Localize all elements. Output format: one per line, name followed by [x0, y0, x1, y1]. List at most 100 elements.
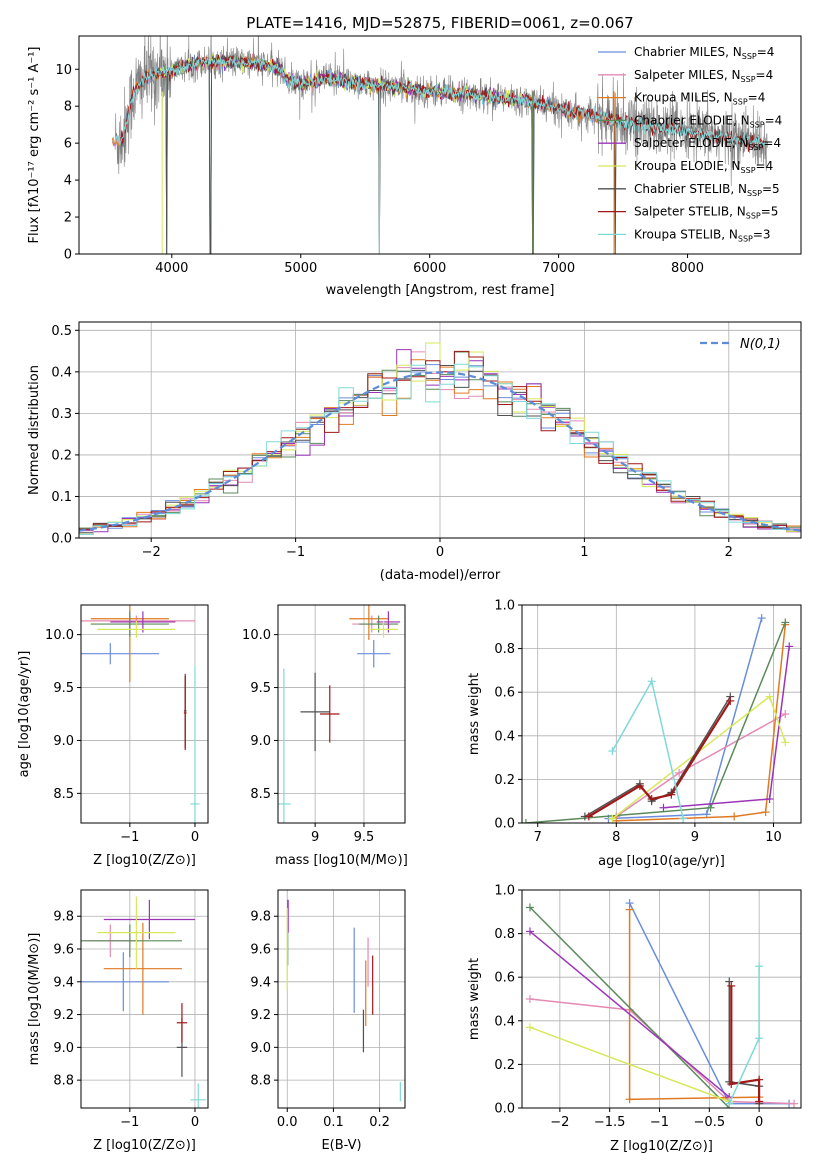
- y-tick-label: 1.0: [494, 599, 515, 614]
- axes-frame: [521, 604, 802, 824]
- x-tick-label: 9: [311, 830, 319, 845]
- legend-entry-tail: =4: [765, 113, 783, 127]
- x-tick-label: 0: [191, 830, 199, 845]
- y-tick-label: 0.2: [494, 773, 515, 788]
- y-tick-label: 9.2: [250, 1008, 271, 1023]
- y-tick-label: 8.5: [53, 787, 74, 802]
- histogram-kroupa_miles: [79, 359, 801, 535]
- x-tick-label: −0.5: [694, 1115, 726, 1130]
- weight_vs_z-panel: −2 −1.5 −1 −0.5 0 0.0 0.2 0.4 0.6 0.8 1.0 Z [log10(…: [467, 884, 802, 1154]
- legend-normal-label: N(0,1): [740, 337, 781, 352]
- axes-frame: [80, 604, 209, 824]
- weight_vs_age-plot-area: [522, 614, 794, 823]
- figure-title: PLATE=1416, MJD=52875, FIBERID=0061, z=0…: [246, 14, 633, 32]
- y-tick-label: 9.4: [53, 975, 74, 990]
- model-spectrum-chabrier_stelib: [120, 54, 766, 254]
- mass_vs_ebv-panel: 0.0 0.1 0.2 8.8 9.0 9.2 9.4 9.6 9.8 E(B-V): [250, 889, 406, 1153]
- y-tick-label: 1.0: [494, 884, 515, 899]
- mass_vs_z-y-label: mass [log10(M/M⊙)]: [27, 933, 42, 1066]
- weight-line-salpeter_elodie: [663, 646, 790, 809]
- x-tick-label: 0: [436, 545, 444, 560]
- residuals-panel: −2 −1 0 1 2 0.0 0.1 0.2 0.3 0.4 0.5 (data-model)/er…: [27, 321, 802, 583]
- mass_vs_ebv-plot-area: [286, 899, 401, 1102]
- legend-entry: Salpeter ELODIE, NSSP=4: [634, 136, 781, 152]
- x-tick-label: 0: [191, 1115, 199, 1130]
- x-tick-label: 0.2: [369, 1115, 390, 1130]
- y-tick-label: 10.0: [45, 628, 74, 643]
- y-tick-label: 0.1: [51, 490, 72, 505]
- y-tick-label: 9.4: [250, 975, 271, 990]
- weight_vs_age-panel: 7 8 9 10 0.0 0.2 0.4 0.6 0.8 1.0 age [log10(age/yr…: [467, 599, 802, 869]
- y-tick-label: 8.8: [53, 1074, 74, 1089]
- y-tick-label: 9.8: [250, 910, 271, 925]
- y-tick-label: 8.8: [250, 1074, 271, 1089]
- legend-entry-tail: =5: [762, 182, 780, 196]
- weight-line-salpeter_miles: [529, 998, 795, 1105]
- x-tick-label: 10: [765, 830, 782, 845]
- age_vs_z-panel: −1 0 8.5 9.0 9.5 10.0 Z [log10(Z/Z⊙)] age [log1…: [17, 604, 209, 868]
- y-tick-label: 0.0: [494, 817, 515, 832]
- y-tick-label: 6: [64, 137, 72, 152]
- y-tick-label: 0.8: [494, 927, 515, 942]
- age_vs_z-plot-area: [81, 605, 200, 823]
- residuals-x-label: (data-model)/error: [380, 568, 501, 583]
- x-tick-label: 8000: [671, 261, 704, 276]
- y-tick-label: 8: [64, 100, 72, 115]
- legend-entry-tail: =4: [756, 159, 774, 173]
- x-tick-label: −1.5: [594, 1115, 626, 1130]
- x-tick-label: 8: [612, 830, 620, 845]
- x-tick-label: 6000: [413, 261, 446, 276]
- weight-line-salpeter_elodie: [529, 930, 730, 1098]
- x-tick-label: 4000: [155, 261, 188, 276]
- legend-entry-tail: =4: [757, 45, 775, 59]
- x-tick-label: −1: [120, 830, 139, 845]
- weight_vs_z-y-label: mass weight: [467, 958, 482, 1040]
- legend-entry-tail: =3: [753, 227, 771, 241]
- y-tick-label: 9.5: [250, 681, 271, 696]
- y-tick-label: 0.2: [494, 1058, 515, 1073]
- weight_vs_z-plot-area: [525, 899, 799, 1108]
- age_vs_z-y-label: age [log10(age/yr)]: [17, 651, 32, 778]
- y-tick-label: 9.0: [250, 1041, 271, 1056]
- spectrum-x-label: wavelength [Angstrom, rest frame]: [326, 283, 555, 298]
- axes-frame: [80, 889, 209, 1109]
- x-tick-label: 9: [691, 830, 699, 845]
- y-tick-label: 0: [64, 248, 72, 263]
- legend-entry: Kroupa STELIB, NSSP=3: [634, 227, 771, 243]
- normal-curve: [79, 371, 801, 532]
- mass_vs_z-x-label: Z [log10(Z/Z⊙)]: [93, 1138, 196, 1153]
- x-tick-label: −2: [550, 1115, 569, 1130]
- legend-entry-tail: =4: [763, 136, 781, 150]
- x-tick-label: −2: [142, 545, 161, 560]
- y-tick-label: 9.5: [53, 681, 74, 696]
- x-tick-label: −1: [120, 1115, 139, 1130]
- x-tick-label: −1: [286, 545, 305, 560]
- axes-frame: [78, 321, 802, 539]
- x-tick-label: 2: [725, 545, 733, 560]
- weight-line-chabrier_elodie: [529, 906, 730, 1108]
- x-tick-label: 1: [580, 545, 588, 560]
- y-tick-label: 0.2: [51, 448, 72, 463]
- weight-line-chabrier_stelib: [728, 981, 760, 1104]
- x-tick-label: 7: [534, 830, 542, 845]
- weight-line-chabrier_elodie: [525, 622, 786, 823]
- x-tick-label: 7000: [542, 261, 575, 276]
- y-tick-label: 9.0: [250, 734, 271, 749]
- legend-entry: Kroupa ELODIE, NSSP=4: [634, 159, 773, 175]
- mass_vs_ebv-x-label: E(B-V): [321, 1138, 361, 1153]
- x-tick-label: 0: [755, 1115, 763, 1130]
- residuals-plot-area: [79, 342, 801, 537]
- weight-line-kroupa_stelib: [611, 679, 684, 819]
- model-spectrum-kroupa_stelib: [114, 56, 766, 148]
- weight_vs_z-x-label: Z [log10(Z/Z⊙)]: [610, 1139, 713, 1154]
- y-tick-label: 10: [55, 63, 72, 78]
- legend-entry-subscript: SSP: [750, 120, 765, 129]
- legend-entry-subscript: SSP: [741, 166, 756, 175]
- axes-frame: [78, 35, 802, 255]
- y-tick-label: 0.0: [494, 1102, 515, 1117]
- axes-frame: [277, 889, 406, 1109]
- x-tick-label: −1: [650, 1115, 669, 1130]
- mass_vs_z-plot-area: [81, 896, 207, 1108]
- y-tick-label: 9.6: [53, 943, 74, 958]
